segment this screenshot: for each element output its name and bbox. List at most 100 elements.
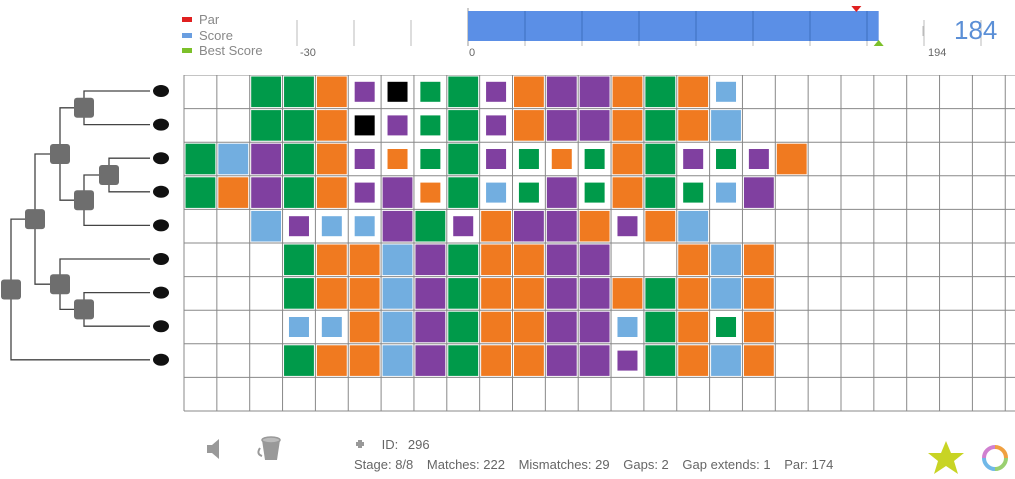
tree-node[interactable] [74, 190, 94, 211]
residue-block[interactable] [349, 311, 380, 343]
residue-block[interactable] [284, 278, 314, 309]
residue-block[interactable] [382, 278, 413, 309]
residue-block[interactable] [415, 345, 446, 376]
residue-small[interactable] [748, 149, 769, 169]
residue-block[interactable] [349, 278, 380, 309]
residue-block[interactable] [579, 110, 610, 141]
residue-small[interactable] [420, 115, 441, 136]
residue-block[interactable] [349, 345, 380, 376]
residue-block[interactable] [514, 278, 544, 309]
residue-block[interactable] [743, 278, 774, 309]
residue-block[interactable] [251, 110, 282, 141]
residue-small[interactable] [617, 216, 638, 237]
residue-block[interactable] [481, 244, 511, 276]
residue-small[interactable] [486, 182, 507, 203]
residue-block[interactable] [514, 345, 544, 376]
residue-block[interactable] [645, 311, 676, 343]
tree-node[interactable] [99, 165, 119, 185]
residue-small[interactable] [486, 115, 507, 136]
residue-block[interactable] [579, 278, 610, 309]
residue-small[interactable] [288, 216, 309, 237]
tree-node[interactable] [74, 299, 94, 320]
residue-block[interactable] [284, 110, 314, 141]
residue-block[interactable] [316, 110, 347, 141]
residue-block[interactable] [546, 210, 577, 242]
residue-block[interactable] [514, 244, 544, 276]
residue-small[interactable] [420, 182, 441, 203]
residue-block[interactable] [579, 311, 610, 343]
residue-block[interactable] [612, 110, 643, 141]
tree-node[interactable] [25, 209, 45, 230]
residue-block[interactable] [711, 244, 741, 276]
residue-block[interactable] [415, 210, 446, 242]
residue-block[interactable] [382, 210, 413, 242]
residue-small[interactable] [288, 317, 309, 337]
tree-node[interactable] [1, 279, 21, 300]
residue-block[interactable] [218, 177, 249, 208]
residue-block[interactable] [645, 210, 676, 242]
tree-node[interactable] [50, 144, 70, 164]
residue-block[interactable] [711, 110, 741, 141]
residue-block[interactable] [645, 110, 676, 141]
residue-small[interactable] [387, 115, 408, 136]
residue-block[interactable] [218, 143, 249, 175]
residue-block[interactable] [448, 311, 479, 343]
residue-block[interactable] [316, 345, 347, 376]
residue-block[interactable] [415, 278, 446, 309]
residue-small[interactable] [486, 81, 507, 102]
residue-small[interactable] [420, 149, 441, 169]
residue-block[interactable] [678, 311, 709, 343]
residue-block[interactable] [514, 210, 544, 242]
residue-small[interactable] [716, 182, 737, 203]
residue-block[interactable] [579, 244, 610, 276]
residue-block[interactable] [514, 311, 544, 343]
residue-block[interactable] [678, 76, 709, 108]
residue-small[interactable] [716, 317, 737, 337]
residue-block[interactable] [448, 110, 479, 141]
residue-block[interactable] [448, 278, 479, 309]
residue-block[interactable] [284, 76, 314, 108]
residue-block[interactable] [645, 76, 676, 108]
bucket-icon[interactable] [256, 434, 286, 465]
residue-block[interactable] [481, 278, 511, 309]
residue-small[interactable] [354, 81, 375, 102]
residue-block[interactable] [382, 177, 413, 208]
residue-block[interactable] [284, 143, 314, 175]
residue-block[interactable] [185, 177, 216, 208]
residue-block[interactable] [678, 210, 709, 242]
residue-block[interactable] [743, 244, 774, 276]
residue-block[interactable] [316, 278, 347, 309]
residue-block[interactable] [612, 143, 643, 175]
residue-block[interactable] [185, 143, 216, 175]
residue-block[interactable] [546, 345, 577, 376]
sound-icon[interactable] [205, 438, 225, 463]
residue-small[interactable] [716, 81, 737, 102]
residue-small[interactable] [716, 149, 737, 169]
residue-small[interactable] [387, 149, 408, 169]
residue-block[interactable] [645, 177, 676, 208]
residue-small[interactable] [321, 317, 342, 337]
residue-small[interactable] [617, 350, 638, 371]
residue-block[interactable] [546, 110, 577, 141]
residue-block[interactable] [415, 311, 446, 343]
residue-block[interactable] [546, 244, 577, 276]
residue-block[interactable] [645, 143, 676, 175]
residue-small[interactable] [584, 182, 605, 203]
residue-block[interactable] [316, 177, 347, 208]
residue-small[interactable] [354, 182, 375, 203]
residue-block[interactable] [316, 244, 347, 276]
residue-small[interactable] [420, 81, 441, 102]
residue-block[interactable] [448, 143, 479, 175]
residue-small[interactable] [683, 149, 704, 169]
residue-block[interactable] [645, 345, 676, 376]
star-icon[interactable] [927, 440, 965, 479]
residue-block[interactable] [579, 210, 610, 242]
residue-block[interactable] [743, 311, 774, 343]
residue-block[interactable] [251, 177, 282, 208]
residue-small[interactable] [453, 216, 474, 237]
residue-block[interactable] [382, 244, 413, 276]
residue-block[interactable] [612, 278, 643, 309]
residue-block[interactable] [546, 278, 577, 309]
residue-block[interactable] [678, 244, 709, 276]
residue-block[interactable] [316, 143, 347, 175]
